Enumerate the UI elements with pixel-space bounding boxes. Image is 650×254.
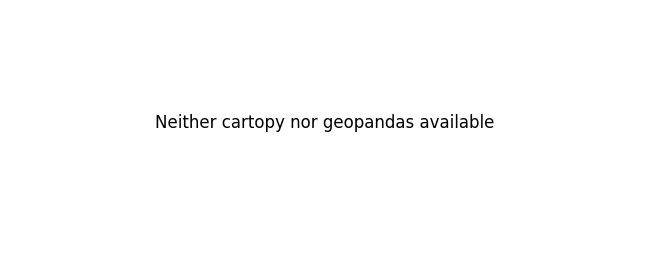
- Text: Neither cartopy nor geopandas available: Neither cartopy nor geopandas available: [155, 113, 495, 131]
